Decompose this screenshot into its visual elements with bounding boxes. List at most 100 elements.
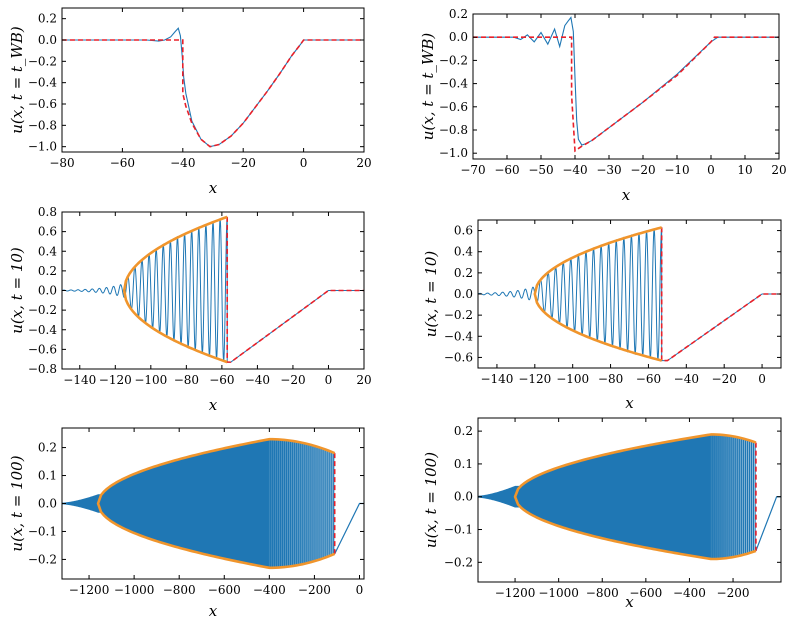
series-asymptotic	[473, 36, 779, 153]
x-tick-label: 0	[356, 583, 364, 597]
y-tick-label: 0.0	[454, 287, 473, 301]
x-tick-label: −1000	[114, 583, 155, 597]
x-tick-label: −100	[134, 373, 167, 387]
y-tick-label: 0.4	[454, 245, 473, 259]
x-axis-label: x	[209, 396, 218, 414]
x-tick-label: −50	[528, 163, 553, 177]
x-tick-label: −400	[673, 586, 706, 600]
y-axis-label: u(x, t = 10)	[8, 247, 26, 334]
x-tick-label: −20	[630, 163, 655, 177]
y-tick-label: 0.0	[38, 33, 57, 47]
y-tick-label: 0.2	[449, 7, 468, 21]
x-tick-label: −60	[209, 373, 234, 387]
x-tick-label: −800	[586, 586, 619, 600]
x-tick-label: −20	[231, 156, 256, 170]
y-tick-label: −0.2	[444, 308, 473, 322]
y-tick-label: −1.0	[28, 140, 57, 154]
y-axis-label: u(x, t = 100)	[422, 452, 440, 548]
x-tick-label: 0	[325, 373, 333, 387]
y-tick-label: 0.2	[454, 266, 473, 280]
y-axis-label: u(x, t = 10)	[422, 251, 440, 338]
band-stripes	[710, 434, 755, 560]
y-tick-label: −0.6	[439, 100, 468, 114]
y-tick-label: 0.8	[38, 205, 57, 219]
y-tick-label: −0.4	[444, 329, 474, 343]
x-tick-label: −60	[110, 156, 135, 170]
x-axis-label: x	[625, 394, 634, 412]
series-asymptotic	[660, 227, 781, 362]
plot-area	[478, 226, 781, 362]
plot-area	[478, 433, 781, 561]
x-tick-label: −1000	[538, 586, 579, 600]
y-tick-label: 0.2	[38, 441, 57, 455]
y-tick-label: −0.6	[28, 97, 57, 111]
y-tick-label: −0.6	[444, 350, 473, 364]
y-axis-label: u(x, t = t_WB)	[8, 26, 26, 134]
y-tick-label: −0.8	[28, 362, 57, 376]
x-axis-label: x	[209, 602, 218, 620]
x-tick-label: −1200	[495, 586, 536, 600]
y-tick-label: 0.0	[38, 497, 57, 511]
x-tick-label: 0	[707, 163, 715, 177]
y-tick-label: 0.1	[38, 469, 57, 483]
y-tick-label: −0.6	[28, 342, 57, 356]
series-envelope	[96, 437, 336, 570]
x-tick-label: 20	[356, 373, 371, 387]
y-tick-label: 0.6	[38, 225, 57, 239]
x-tick-label: −600	[208, 583, 241, 597]
y-tick-label: −0.4	[28, 76, 58, 90]
panel-bottom-right: −1200 −1000 −800 −600 −400 −200 −0.2 −0.1 0.0 0.1…	[422, 417, 782, 611]
x-tick-label: −200	[717, 586, 750, 600]
y-tick-label: 0.2	[38, 264, 57, 278]
x-tick-label: 20	[356, 156, 371, 170]
y-tick-label: −0.2	[28, 54, 57, 68]
x-tick-label: −200	[298, 583, 331, 597]
y-tick-label: 0.6	[454, 224, 473, 238]
x-tick-label: −10	[664, 163, 689, 177]
series-numerical-ramp	[334, 502, 364, 555]
x-tick-label: 10	[737, 163, 752, 177]
x-tick-label: −140	[63, 373, 96, 387]
y-tick-label: −0.2	[444, 555, 473, 569]
x-tick-label: −400	[253, 583, 286, 597]
series-numerical-band	[478, 434, 756, 560]
x-tick-label: −70	[460, 163, 485, 177]
y-tick-label: 0.0	[454, 490, 473, 504]
y-tick-label: −0.2	[28, 552, 57, 566]
panel-middle-right: −140 −120 −100 −80 −60 −40 −20 0 −0.6 −0.4 −0.2 0.0…	[422, 219, 782, 412]
y-tick-label: 0.4	[38, 244, 57, 258]
series-asymptotic	[62, 39, 364, 148]
x-tick-label: −20	[712, 372, 737, 386]
y-tick-label: −0.1	[444, 523, 473, 537]
plot-area	[62, 215, 364, 364]
x-tick-label: −60	[494, 163, 519, 177]
x-tick-label: 0	[300, 156, 308, 170]
x-tick-label: −800	[163, 583, 196, 597]
series-numerical	[478, 227, 781, 362]
x-tick-label: −120	[99, 373, 132, 387]
axes-frame	[61, 7, 365, 153]
x-tick-label: −40	[674, 372, 699, 386]
x-axis-label: x	[209, 179, 218, 197]
x-tick-label: −140	[480, 372, 513, 386]
series-envelope	[122, 215, 228, 364]
axes-frame	[477, 417, 782, 583]
plot-area	[473, 16, 779, 153]
x-tick-label: 20	[771, 163, 786, 177]
x-tick-label: −30	[596, 163, 621, 177]
band-stripes	[268, 439, 335, 568]
series-numerical-ramp	[755, 496, 781, 552]
series-numerical	[62, 216, 364, 363]
x-tick-label: −40	[245, 373, 270, 387]
series-numerical	[62, 27, 364, 148]
x-tick-label: −40	[170, 156, 195, 170]
y-tick-label: 0.1	[454, 457, 473, 471]
x-tick-label: −80	[174, 373, 199, 387]
x-axis-label: x	[625, 593, 634, 611]
x-tick-label: 0	[758, 372, 766, 386]
y-tick-label: 0.2	[454, 424, 473, 438]
y-tick-label: 0.0	[449, 30, 468, 44]
y-tick-label: −0.1	[28, 524, 57, 538]
panel-top-left: −80 −60 −40 −20 0 20 −1.0 −0.8 −0.6 −0.4 −0.2 0.0 0.…	[8, 7, 372, 197]
x-tick-label: −600	[629, 586, 662, 600]
